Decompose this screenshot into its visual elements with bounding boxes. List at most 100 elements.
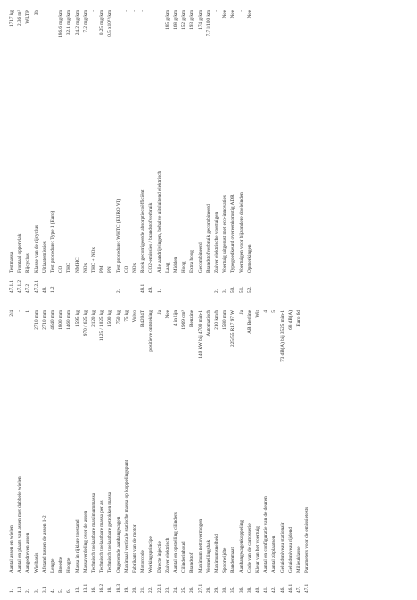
item-label: Versnellingsbak <box>205 539 212 573</box>
item-label: Opmerkingen <box>246 244 253 273</box>
item-label: Werkingsprincipe <box>148 536 155 573</box>
item-label: PM <box>99 265 106 274</box>
item-row: 3. Wielbasis 2710 mm <box>33 305 41 595</box>
item-number: 47.2 <box>25 283 32 293</box>
item-row: Brandstofverbruik gecombineerd 7.7 l/100 … <box>205 5 213 295</box>
item-number: 4. <box>50 589 56 593</box>
item-value: 2120 kg <box>91 310 97 327</box>
item-label: Code van de carrosserie <box>246 523 253 573</box>
item-value: 185 g/km <box>164 10 171 30</box>
item-label: Lengte <box>50 558 56 573</box>
item-value: 1 <box>25 310 32 313</box>
item-row: 36. Aanhangwagenkoppeling Ja <box>238 305 246 595</box>
item-value: Benzine <box>189 310 196 327</box>
item-value: - <box>238 10 245 12</box>
item-number: 46. <box>279 586 286 593</box>
item-value: 73 dB(A) bij 3525 min-1 <box>279 310 286 362</box>
item-number: 16. <box>91 586 97 593</box>
item-label: Massaverdeling over de assen <box>82 510 89 573</box>
item-row: 1. Alle aandrijvingen, behalve uitsluiten… <box>156 5 164 295</box>
item-label: THC + NOx <box>91 247 97 273</box>
item-row: 18.3 Ongeremde aanhangwagen 750 kg <box>115 305 123 595</box>
item-value: - <box>214 10 220 12</box>
item-value: 1717 kg <box>9 10 15 27</box>
item-number: 1.2 <box>50 286 56 293</box>
item-row: PM 0.25 mg/km <box>98 5 106 295</box>
item-value: WLTP <box>25 10 32 24</box>
item-label: Hoog <box>181 261 188 273</box>
item-label: Maximaal verticale statische massa op ko… <box>123 459 130 573</box>
item-row: 26. Brandstof Benzine <box>188 305 196 595</box>
item-value: - <box>132 10 138 12</box>
item-row: 47.1.2 Frontaal oppervlak 2.36 m² <box>16 5 24 295</box>
item-number: 16.2 <box>99 583 106 593</box>
item-number: 41. <box>263 586 270 593</box>
item-label: Ongeremde aanhangwagen <box>115 516 122 573</box>
item-label: Hoogte <box>66 557 73 573</box>
item-label: Afstand tussen de assen 1-2 <box>41 515 48 573</box>
item-number: 13. <box>74 586 81 593</box>
column: 47.1.1 Testmassa 1717 kg 47.1.2 Frontaal opp… <box>8 5 413 295</box>
item-row: 46.1 Geluidsniveau rijdend 68 dB(A) <box>287 305 295 595</box>
item-number: 28. <box>205 586 212 593</box>
item-label: Fabrikant van de motor <box>132 524 138 573</box>
item-number: 46.1 <box>287 583 294 593</box>
item-label: Aantal en configuratie van de deuren <box>263 496 270 573</box>
item-label: Zuiver elektrisch <box>164 537 171 573</box>
item-label: PN <box>107 266 114 273</box>
item-row: 5. Breedte 1800 mm <box>57 305 65 595</box>
item-row: 46. Geluidsniveau stationair 73 dB(A) bij … <box>279 305 287 595</box>
item-row: 42. Aantal zitplaatsen 5 <box>270 305 278 595</box>
item-row: 2. Test procedure: WHTC (EURO VI) <box>115 5 123 295</box>
item-row: 13.1 Massaverdeling over de assen 970 / 62… <box>82 305 90 595</box>
item-row: 38. Code van de carrosserie AB Berline <box>246 305 254 595</box>
item-row: 29. Maximumsnelheid 210 km/h <box>213 305 221 595</box>
item-label: Massa in rijklare toestand <box>74 519 81 573</box>
item-number: 18. <box>107 586 114 593</box>
item-number: 49. <box>148 286 155 293</box>
item-value: 168 g/km <box>173 10 179 30</box>
item-value: positieve ontsteking <box>148 310 155 352</box>
item-value: 1125 / 1025 kg <box>99 310 106 342</box>
item-value: - <box>140 10 147 12</box>
item-row: THC 32.1 mg/km <box>65 5 73 295</box>
item-number: 29. <box>214 586 220 593</box>
item-value: 4 in lijn <box>173 310 179 327</box>
item-label: Wielbasis <box>33 552 40 573</box>
item-label: Breedte <box>58 556 65 573</box>
item-label: NOx <box>82 262 89 273</box>
item-label: Maximumsnelheid <box>214 534 220 573</box>
item-row: CO - <box>123 5 131 295</box>
item-row: 50. Typegoedkeurd overeenkomstig ADR Nee <box>229 5 237 295</box>
item-number: 47.1 <box>304 583 311 593</box>
item-number: 27.1 <box>197 583 204 593</box>
item-row: THC + NOx - <box>90 5 98 295</box>
item-value: 75 kg <box>123 310 130 322</box>
item-label: Typegoedkeurd overeenkomstig ADR <box>230 194 237 273</box>
item-label: Motorcode <box>140 550 147 573</box>
item-row: Extra hoog 193 g/km <box>188 5 196 295</box>
item-number: 21. <box>140 586 147 593</box>
item-row: 48.1 Rook gecorrigeerde absorptiecoëffici… <box>139 5 147 295</box>
item-value: 0.25 mg/km <box>99 10 106 36</box>
item-row: NOx - <box>131 5 139 295</box>
item-number: 23. <box>164 586 171 593</box>
item-label: THC <box>66 262 73 273</box>
item-label: CO <box>123 265 130 273</box>
item-label: Voertuigen voor bijzondere doeleinden <box>238 192 245 273</box>
item-label: Test procedure: WHTC (EURO VI) <box>115 198 122 273</box>
item-value: Nee <box>164 310 171 319</box>
item-value: 2.36 m² <box>17 10 24 26</box>
item-value: - <box>123 10 130 12</box>
item-value: 970 / 625 kg <box>82 310 89 337</box>
item-value: 32.1 mg/km <box>66 10 73 36</box>
item-row: Laag 185 g/km <box>164 5 172 295</box>
item-label: Bandenmaat <box>230 547 237 573</box>
item-value: - <box>91 10 97 12</box>
item-number: 1. <box>9 589 15 593</box>
item-row: CO 186.6 mg/km <box>57 5 65 295</box>
item-number: 5. <box>58 589 65 593</box>
item-row: 16. Technisch toelaatbare maximummassa 212… <box>90 305 98 595</box>
item-row: 47.1 Parameters voor de emissietests <box>303 305 311 595</box>
item-number: 1. <box>156 289 163 293</box>
